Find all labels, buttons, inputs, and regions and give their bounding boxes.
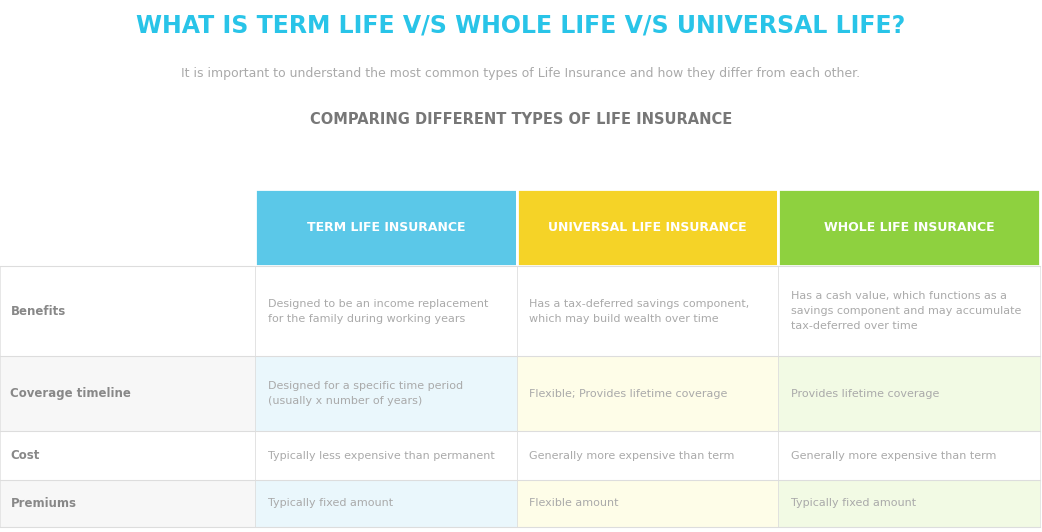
Text: UNIVERSAL LIFE INSURANCE: UNIVERSAL LIFE INSURANCE — [548, 221, 747, 234]
FancyBboxPatch shape — [778, 431, 1040, 480]
Text: Has a tax-deferred savings component,
which may build wealth over time: Has a tax-deferred savings component, wh… — [529, 299, 749, 323]
Text: Has a cash value, which functions as a
savings component and may accumulate
tax-: Has a cash value, which functions as a s… — [791, 292, 1021, 331]
FancyBboxPatch shape — [255, 431, 517, 480]
FancyBboxPatch shape — [255, 266, 517, 356]
FancyBboxPatch shape — [517, 431, 778, 480]
Text: WHAT IS TERM LIFE V/S WHOLE LIFE V/S UNIVERSAL LIFE?: WHAT IS TERM LIFE V/S WHOLE LIFE V/S UNI… — [137, 13, 905, 37]
FancyBboxPatch shape — [255, 356, 517, 431]
Text: Cost: Cost — [10, 449, 40, 462]
FancyBboxPatch shape — [0, 356, 255, 431]
FancyBboxPatch shape — [517, 266, 778, 356]
FancyBboxPatch shape — [0, 266, 255, 356]
Text: Benefits: Benefits — [10, 305, 66, 318]
Text: TERM LIFE INSURANCE: TERM LIFE INSURANCE — [306, 221, 466, 234]
FancyBboxPatch shape — [255, 189, 517, 266]
FancyBboxPatch shape — [0, 480, 255, 527]
Text: Typically less expensive than permanent: Typically less expensive than permanent — [268, 451, 495, 461]
Text: Flexible; Provides lifetime coverage: Flexible; Provides lifetime coverage — [529, 389, 727, 399]
Text: Coverage timeline: Coverage timeline — [10, 387, 131, 400]
FancyBboxPatch shape — [778, 266, 1040, 356]
FancyBboxPatch shape — [778, 189, 1040, 266]
FancyBboxPatch shape — [778, 480, 1040, 527]
Text: Designed to be an income replacement
for the family during working years: Designed to be an income replacement for… — [268, 299, 488, 323]
Text: Generally more expensive than term: Generally more expensive than term — [791, 451, 996, 461]
Text: COMPARING DIFFERENT TYPES OF LIFE INSURANCE: COMPARING DIFFERENT TYPES OF LIFE INSURA… — [309, 112, 733, 127]
FancyBboxPatch shape — [778, 356, 1040, 431]
FancyBboxPatch shape — [255, 480, 517, 527]
Text: Provides lifetime coverage: Provides lifetime coverage — [791, 389, 939, 399]
Text: Premiums: Premiums — [10, 497, 76, 510]
FancyBboxPatch shape — [517, 356, 778, 431]
FancyBboxPatch shape — [517, 480, 778, 527]
Text: Flexible amount: Flexible amount — [529, 498, 619, 509]
Text: Typically fixed amount: Typically fixed amount — [791, 498, 916, 509]
FancyBboxPatch shape — [517, 189, 778, 266]
Text: Generally more expensive than term: Generally more expensive than term — [529, 451, 735, 461]
Text: Designed for a specific time period
(usually x number of years): Designed for a specific time period (usu… — [268, 381, 463, 406]
FancyBboxPatch shape — [0, 431, 255, 480]
Text: Typically fixed amount: Typically fixed amount — [268, 498, 393, 509]
Text: WHOLE LIFE INSURANCE: WHOLE LIFE INSURANCE — [824, 221, 994, 234]
Text: It is important to understand the most common types of Life Insurance and how th: It is important to understand the most c… — [181, 66, 861, 79]
